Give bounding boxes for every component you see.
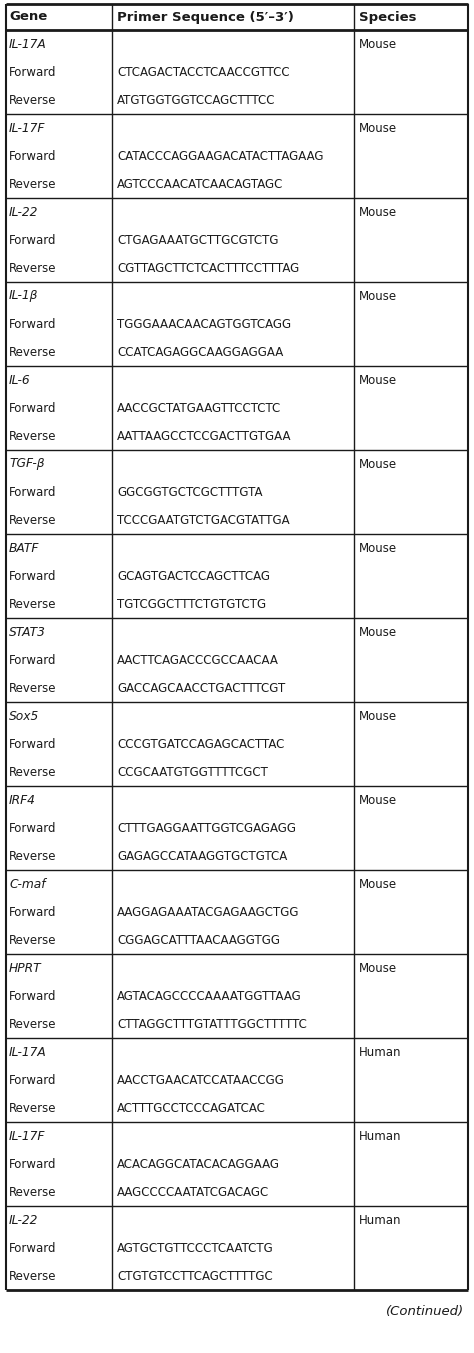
Text: Mouse: Mouse [359,38,397,50]
Text: Reverse: Reverse [9,93,56,107]
Text: Gene: Gene [9,11,47,23]
Text: Forward: Forward [9,570,56,583]
Text: IL-6: IL-6 [9,373,31,387]
Text: CTGAGAAATGCTTGCGTCTG: CTGAGAAATGCTTGCGTCTG [117,234,279,246]
Text: GGCGGTGCTCGCTTTGTA: GGCGGTGCTCGCTTTGTA [117,486,263,498]
Text: AGTACAGCCCCAAAATGGTTAAG: AGTACAGCCCCAAAATGGTTAAG [117,989,302,1003]
Text: Sox5: Sox5 [9,709,39,723]
Text: Mouse: Mouse [359,122,397,134]
Text: TCCCGAATGTCTGACGTATTGA: TCCCGAATGTCTGACGTATTGA [117,514,290,526]
Text: Mouse: Mouse [359,962,397,974]
Text: Forward: Forward [9,989,56,1003]
Text: AAGGAGAAATACGAGAAGCTGG: AAGGAGAAATACGAGAAGCTGG [117,905,300,919]
Text: IL-17A: IL-17A [9,38,47,50]
Text: AAGCCCCAATATCGACAGC: AAGCCCCAATATCGACAGC [117,1185,269,1199]
Text: Human: Human [359,1130,401,1142]
Text: Mouse: Mouse [359,373,397,387]
Text: Human: Human [359,1046,401,1058]
Text: AATTAAGCCTCCGACTTGTGAA: AATTAAGCCTCCGACTTGTGAA [117,429,292,442]
Text: Species: Species [359,11,417,23]
Text: Reverse: Reverse [9,934,56,947]
Text: Forward: Forward [9,1073,56,1086]
Text: Reverse: Reverse [9,429,56,442]
Text: Reverse: Reverse [9,1101,56,1115]
Text: IL-17F: IL-17F [9,122,46,134]
Text: AGTCCCAACATCAACAGTAGC: AGTCCCAACATCAACAGTAGC [117,177,283,191]
Text: CGGAGCATTTAACAAGGTGG: CGGAGCATTTAACAAGGTGG [117,934,280,947]
Text: Forward: Forward [9,737,56,751]
Text: IL-17F: IL-17F [9,1130,46,1142]
Text: Mouse: Mouse [359,793,397,806]
Text: AACCGCTATGAAGTTCCTCTC: AACCGCTATGAAGTTCCTCTC [117,402,281,414]
Text: IRF4: IRF4 [9,793,36,806]
Text: Reverse: Reverse [9,766,56,778]
Text: Forward: Forward [9,318,56,330]
Text: TGF-β: TGF-β [9,457,45,471]
Text: IL-22: IL-22 [9,1214,38,1227]
Text: C-maf: C-maf [9,878,46,890]
Text: CTGTGTCCTTCAGCTTTTGC: CTGTGTCCTTCAGCTTTTGC [117,1269,273,1283]
Text: Mouse: Mouse [359,878,397,890]
Text: IL-22: IL-22 [9,206,38,218]
Text: Reverse: Reverse [9,1185,56,1199]
Text: IL-17A: IL-17A [9,1046,47,1058]
Text: CATACCCAGGAAGACATACTTAGAAG: CATACCCAGGAAGACATACTTAGAAG [117,149,323,162]
Text: Mouse: Mouse [359,290,397,303]
Text: Reverse: Reverse [9,1269,56,1283]
Text: Forward: Forward [9,1242,56,1254]
Text: Reverse: Reverse [9,345,56,359]
Text: Mouse: Mouse [359,541,397,555]
Text: Forward: Forward [9,1158,56,1170]
Text: Reverse: Reverse [9,682,56,694]
Text: IL-1β: IL-1β [9,290,38,303]
Text: HPRT: HPRT [9,962,42,974]
Text: Mouse: Mouse [359,625,397,639]
Text: Forward: Forward [9,65,56,78]
Text: Forward: Forward [9,234,56,246]
Text: CTTAGGCTTTGTATTTGGCTTTTTC: CTTAGGCTTTGTATTTGGCTTTTTC [117,1017,307,1031]
Text: Reverse: Reverse [9,850,56,862]
Text: Forward: Forward [9,402,56,414]
Text: Reverse: Reverse [9,1017,56,1031]
Text: TGTCGGCTTTCTGTGTCTG: TGTCGGCTTTCTGTGTCTG [117,598,266,610]
Text: AGTGCTGTTCCCTCAATCTG: AGTGCTGTTCCCTCAATCTG [117,1242,274,1254]
Text: ATGTGGTGGTCCAGCTTTCC: ATGTGGTGGTCCAGCTTTCC [117,93,275,107]
Text: Forward: Forward [9,905,56,919]
Text: Human: Human [359,1214,401,1227]
Text: CTCAGACTACCTCAACCGTTCC: CTCAGACTACCTCAACCGTTCC [117,65,290,78]
Text: GACCAGCAACCTGACTTTCGT: GACCAGCAACCTGACTTTCGT [117,682,285,694]
Text: CTTTGAGGAATTGGTCGAGAGG: CTTTGAGGAATTGGTCGAGAGG [117,821,296,835]
Text: Forward: Forward [9,149,56,162]
Text: Mouse: Mouse [359,709,397,723]
Text: CCATCAGAGGCAAGGAGGAA: CCATCAGAGGCAAGGAGGAA [117,345,283,359]
Text: Mouse: Mouse [359,457,397,471]
Text: ACTTTGCCTCCCAGATCAC: ACTTTGCCTCCCAGATCAC [117,1101,266,1115]
Text: AACTTCAGACCCGCCAACAA: AACTTCAGACCCGCCAACAA [117,653,279,667]
Text: Mouse: Mouse [359,206,397,218]
Text: Forward: Forward [9,486,56,498]
Text: Primer Sequence (5′–3′): Primer Sequence (5′–3′) [117,11,294,23]
Text: CGTTAGCTTCTCACTTTCCTTTAG: CGTTAGCTTCTCACTTTCCTTTAG [117,261,299,275]
Text: CCCGTGATCCAGAGCACTTAC: CCCGTGATCCAGAGCACTTAC [117,737,284,751]
Text: Reverse: Reverse [9,598,56,610]
Text: Forward: Forward [9,653,56,667]
Text: Forward: Forward [9,821,56,835]
Text: CCGCAATGTGGTTTTCGCT: CCGCAATGTGGTTTTCGCT [117,766,268,778]
Text: Reverse: Reverse [9,514,56,526]
Text: GAGAGCCATAAGGTGCTGTCA: GAGAGCCATAAGGTGCTGTCA [117,850,287,862]
Text: BATF: BATF [9,541,39,555]
Text: Reverse: Reverse [9,261,56,275]
Text: Reverse: Reverse [9,177,56,191]
Text: AACCTGAACATCCATAACCGG: AACCTGAACATCCATAACCGG [117,1073,285,1086]
Text: (Continued): (Continued) [386,1306,464,1319]
Text: TGGGAAACAACAGTGGTCAGG: TGGGAAACAACAGTGGTCAGG [117,318,291,330]
Text: GCAGTGACTCCAGCTTCAG: GCAGTGACTCCAGCTTCAG [117,570,270,583]
Text: ACACAGGCATACACAGGAAG: ACACAGGCATACACAGGAAG [117,1158,280,1170]
Text: STAT3: STAT3 [9,625,46,639]
